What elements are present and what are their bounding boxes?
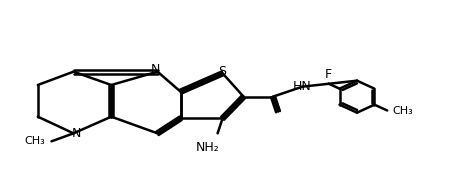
Text: NH₂: NH₂ [196,141,219,154]
Text: HN: HN [293,80,312,93]
Text: F: F [325,68,332,81]
Text: CH₃: CH₃ [392,106,413,115]
Text: S: S [219,65,226,78]
Text: CH₃: CH₃ [25,136,45,146]
Text: N: N [151,63,160,76]
Text: N: N [72,127,81,140]
